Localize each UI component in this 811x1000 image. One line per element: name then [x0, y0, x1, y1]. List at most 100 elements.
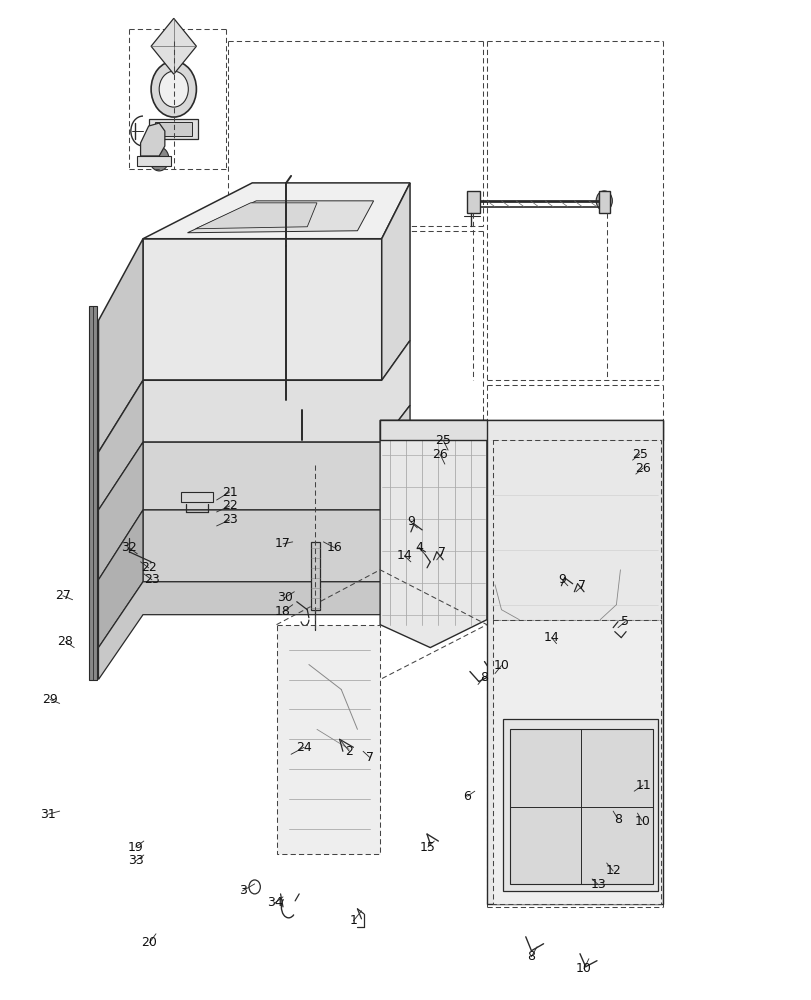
- Polygon shape: [380, 420, 487, 648]
- Text: 8: 8: [613, 813, 621, 826]
- Text: 24: 24: [296, 741, 311, 754]
- Polygon shape: [98, 380, 143, 510]
- Polygon shape: [98, 239, 143, 452]
- Text: 8: 8: [479, 671, 487, 684]
- Circle shape: [164, 34, 183, 58]
- Polygon shape: [143, 475, 410, 582]
- Circle shape: [606, 518, 642, 562]
- Text: 14: 14: [543, 631, 559, 644]
- Text: 27: 27: [55, 589, 71, 602]
- Text: 33: 33: [127, 854, 144, 867]
- Circle shape: [310, 532, 320, 544]
- Circle shape: [159, 71, 188, 107]
- Circle shape: [602, 495, 626, 525]
- Polygon shape: [143, 183, 410, 239]
- Text: 14: 14: [396, 549, 412, 562]
- Polygon shape: [151, 18, 196, 74]
- Text: 3: 3: [238, 884, 247, 897]
- Text: 32: 32: [121, 541, 137, 554]
- Text: 16: 16: [327, 541, 342, 554]
- Text: 5: 5: [620, 615, 629, 628]
- Text: 10: 10: [575, 962, 591, 975]
- Polygon shape: [598, 191, 609, 213]
- Text: 15: 15: [419, 841, 436, 854]
- Circle shape: [590, 480, 638, 540]
- Text: 34: 34: [267, 896, 282, 909]
- Text: 22: 22: [221, 499, 237, 512]
- Polygon shape: [381, 183, 410, 380]
- Circle shape: [616, 530, 632, 550]
- Circle shape: [595, 191, 611, 211]
- Circle shape: [149, 147, 169, 171]
- Circle shape: [585, 706, 630, 762]
- Circle shape: [315, 714, 347, 754]
- Polygon shape: [98, 442, 143, 580]
- Circle shape: [534, 620, 567, 660]
- Text: 30: 30: [277, 591, 292, 604]
- Text: 9: 9: [557, 573, 565, 586]
- Polygon shape: [155, 122, 192, 136]
- Polygon shape: [195, 203, 316, 229]
- Text: 6: 6: [463, 790, 471, 803]
- Text: 1: 1: [349, 914, 357, 927]
- Text: 17: 17: [275, 537, 290, 550]
- Text: 21: 21: [221, 486, 237, 499]
- Circle shape: [347, 742, 367, 766]
- Polygon shape: [493, 620, 660, 904]
- Text: 31: 31: [41, 808, 56, 821]
- Circle shape: [499, 575, 603, 704]
- Text: 25: 25: [435, 434, 451, 447]
- Polygon shape: [143, 239, 381, 380]
- Text: 23: 23: [144, 573, 160, 586]
- Text: 7: 7: [438, 546, 446, 559]
- Polygon shape: [98, 510, 143, 648]
- Circle shape: [491, 704, 547, 774]
- Polygon shape: [466, 191, 480, 213]
- Circle shape: [300, 667, 329, 702]
- Circle shape: [602, 623, 610, 633]
- Text: 28: 28: [58, 635, 73, 648]
- Polygon shape: [509, 729, 652, 884]
- Polygon shape: [143, 340, 410, 442]
- Text: 7: 7: [577, 579, 586, 592]
- Text: 10: 10: [633, 815, 650, 828]
- Text: 12: 12: [604, 864, 620, 877]
- Text: 25: 25: [631, 448, 647, 461]
- Polygon shape: [149, 119, 198, 139]
- Text: 10: 10: [493, 659, 508, 672]
- Polygon shape: [187, 201, 373, 233]
- Text: 8: 8: [527, 950, 534, 963]
- Text: 23: 23: [221, 513, 237, 526]
- Polygon shape: [143, 405, 410, 510]
- Polygon shape: [181, 492, 213, 502]
- Text: 26: 26: [431, 448, 448, 461]
- Polygon shape: [503, 719, 658, 891]
- Text: 2: 2: [345, 745, 353, 758]
- Text: 4: 4: [414, 541, 423, 554]
- Text: 26: 26: [634, 462, 650, 475]
- Polygon shape: [380, 420, 663, 440]
- Text: 29: 29: [42, 693, 58, 706]
- Text: 13: 13: [590, 878, 606, 891]
- Circle shape: [417, 542, 433, 562]
- Text: 20: 20: [141, 936, 157, 949]
- Circle shape: [596, 616, 616, 640]
- Text: 11: 11: [634, 779, 650, 792]
- Polygon shape: [310, 542, 320, 610]
- Text: 22: 22: [140, 561, 157, 574]
- Circle shape: [504, 721, 533, 757]
- Circle shape: [131, 555, 139, 565]
- Polygon shape: [140, 123, 165, 156]
- Circle shape: [333, 689, 357, 719]
- Text: 7: 7: [365, 751, 373, 764]
- Text: 18: 18: [275, 605, 290, 618]
- Circle shape: [515, 595, 587, 684]
- Polygon shape: [137, 156, 171, 166]
- Polygon shape: [98, 550, 410, 680]
- Circle shape: [151, 61, 196, 117]
- Text: 9: 9: [406, 515, 414, 528]
- Polygon shape: [88, 306, 97, 680]
- Polygon shape: [487, 420, 663, 904]
- Polygon shape: [277, 625, 380, 854]
- Text: 19: 19: [127, 841, 144, 854]
